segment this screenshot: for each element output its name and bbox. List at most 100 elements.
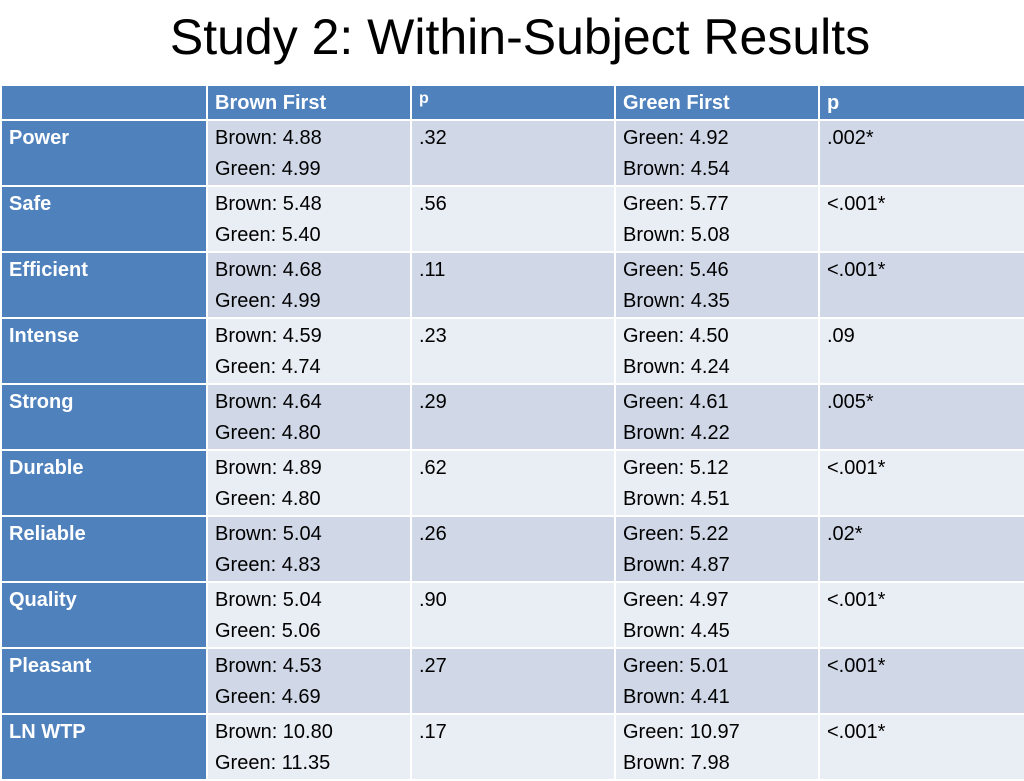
green-first-cell-line: Brown: 4.51 (623, 488, 730, 510)
green-first-cell-line: Green: 4.97 (623, 589, 729, 611)
brown-first-cell: Brown: 10.80 Green: 11.35 (206, 713, 412, 781)
green-first-cell-line: Brown: 4.24 (623, 356, 730, 378)
table-row: Reliable Brown: 5.04 Green: 4.83.26 Green: … (0, 515, 1024, 583)
p-value-brown-first-cell: .56 (410, 185, 616, 253)
brown-first-cell-line: Brown: 4.64 (215, 391, 322, 413)
brown-first-cell: Brown: 4.53 Green: 4.69 (206, 647, 412, 715)
row-label: Efficient (0, 251, 208, 319)
brown-first-cell-line: Green: 4.74 (215, 356, 321, 378)
green-first-cell-line: Green: 5.12 (623, 457, 729, 479)
header-cell-p-brown: p (410, 84, 616, 121)
brown-first-cell: Brown: 5.04 Green: 5.06 (206, 581, 412, 649)
table-row: Intense Brown: 4.59 Green: 4.74.23 Green: 4… (0, 317, 1024, 385)
green-first-cell-line: Brown: 4.22 (623, 422, 730, 444)
brown-first-cell-line: Brown: 5.48 (215, 193, 322, 215)
green-first-cell-line: Green: 10.97 (623, 721, 740, 743)
brown-first-cell: Brown: 4.59 Green: 4.74 (206, 317, 412, 385)
brown-first-cell-line: Brown: 4.68 (215, 259, 322, 281)
header-row: Brown First p Green First p (0, 84, 1024, 121)
brown-first-cell-line: Green: 5.40 (215, 224, 321, 246)
brown-first-cell-line: Green: 4.83 (215, 554, 321, 576)
green-first-cell-line: Brown: 7.98 (623, 752, 730, 774)
row-label: Safe (0, 185, 208, 253)
green-first-cell: Green: 5.12 Brown: 4.51 (614, 449, 820, 517)
row-label: LN WTP (0, 713, 208, 781)
green-first-cell: Green: 4.61 Brown: 4.22 (614, 383, 820, 451)
row-label: Intense (0, 317, 208, 385)
header-cell-p-green: p (818, 84, 1024, 121)
table-body: Power Brown: 4.88 Green: 4.99.32 Green: 4.9… (0, 119, 1024, 781)
green-first-cell-line: Brown: 5.08 (623, 224, 730, 246)
brown-first-cell-line: Brown: 4.59 (215, 325, 322, 347)
green-first-cell: Green: 10.97 Brown: 7.98 (614, 713, 820, 781)
brown-first-cell-line: Brown: 5.04 (215, 523, 322, 545)
p-value-green-first-cell: .002* (818, 119, 1024, 187)
brown-first-cell-line: Brown: 4.88 (215, 127, 322, 149)
brown-first-cell-line: Brown: 5.04 (215, 589, 322, 611)
slide-title: Study 2: Within-Subject Results (169, 9, 871, 65)
p-value-green-first-cell: <.001* (818, 449, 1024, 517)
row-label: Pleasant (0, 647, 208, 715)
p-value-green-first-cell: <.001* (818, 713, 1024, 781)
table-header: Brown First p Green First p (0, 84, 1024, 121)
table-row: Efficient Brown: 4.68 Green: 4.99.11 Green:… (0, 251, 1024, 319)
green-first-cell: Green: 5.46 Brown: 4.35 (614, 251, 820, 319)
green-first-cell: Green: 4.50 Brown: 4.24 (614, 317, 820, 385)
green-first-cell: Green: 4.92 Brown: 4.54 (614, 119, 820, 187)
table-row: LN WTP Brown: 10.80 Green: 11.35.17 Green: … (0, 713, 1024, 781)
p-value-brown-first-cell: .17 (410, 713, 616, 781)
brown-first-cell-line: Green: 4.99 (215, 290, 321, 312)
green-first-cell: Green: 4.97 Brown: 4.45 (614, 581, 820, 649)
table-row: Safe Brown: 5.48 Green: 5.40.56 Green: 5.77… (0, 185, 1024, 253)
table-row: Power Brown: 4.88 Green: 4.99.32 Green: 4.9… (0, 119, 1024, 187)
brown-first-cell-line: Brown: 10.80 (215, 721, 333, 743)
green-first-cell: Green: 5.01 Brown: 4.41 (614, 647, 820, 715)
green-first-cell-line: Green: 5.46 (623, 259, 729, 281)
brown-first-cell: Brown: 5.04 Green: 4.83 (206, 515, 412, 583)
row-label: Strong (0, 383, 208, 451)
p-value-green-first-cell: .005* (818, 383, 1024, 451)
brown-first-cell: Brown: 4.89 Green: 4.80 (206, 449, 412, 517)
header-cell-green-first: Green First (614, 84, 820, 121)
table-row: Pleasant Brown: 4.53 Green: 4.69.27 Green: … (0, 647, 1024, 715)
row-label: Reliable (0, 515, 208, 583)
header-cell-brown-first: Brown First (206, 84, 412, 121)
p-value-brown-first-cell: .62 (410, 449, 616, 517)
brown-first-cell-line: Green: 4.99 (215, 158, 321, 180)
brown-first-cell-line: Brown: 4.89 (215, 457, 322, 479)
p-value-brown-first-cell: .23 (410, 317, 616, 385)
p-value-brown-first-cell: .26 (410, 515, 616, 583)
results-table: Brown First p Green First p Power Brown: … (0, 84, 1024, 781)
green-first-cell-line: Green: 5.01 (623, 655, 729, 677)
green-first-cell-line: Green: 4.61 (623, 391, 729, 413)
green-first-cell-line: Green: 5.22 (623, 523, 729, 545)
brown-first-cell: Brown: 4.88 Green: 4.99 (206, 119, 412, 187)
table-row: Quality Brown: 5.04 Green: 5.06.90 Green: 4… (0, 581, 1024, 649)
header-cell-blank (0, 84, 208, 121)
green-first-cell: Green: 5.22 Brown: 4.87 (614, 515, 820, 583)
green-first-cell-line: Green: 5.77 (623, 193, 729, 215)
green-first-cell-line: Brown: 4.54 (623, 158, 730, 180)
green-first-cell-line: Brown: 4.87 (623, 554, 730, 576)
p-value-green-first-cell: <.001* (818, 647, 1024, 715)
brown-first-cell-line: Green: 4.69 (215, 686, 321, 708)
p-value-brown-first-cell: .29 (410, 383, 616, 451)
brown-first-cell-line: Brown: 4.53 (215, 655, 322, 677)
brown-first-cell: Brown: 5.48 Green: 5.40 (206, 185, 412, 253)
p-value-brown-first-cell: .32 (410, 119, 616, 187)
table-row: Strong Brown: 4.64 Green: 4.80.29 Green: 4.… (0, 383, 1024, 451)
p-value-green-first-cell: .09 (818, 317, 1024, 385)
green-first-cell: Green: 5.77 Brown: 5.08 (614, 185, 820, 253)
p-value-green-first-cell: .02* (818, 515, 1024, 583)
brown-first-cell-line: Green: 4.80 (215, 422, 321, 444)
green-first-cell-line: Brown: 4.35 (623, 290, 730, 312)
green-first-cell-line: Brown: 4.45 (623, 620, 730, 642)
green-first-cell-line: Green: 4.50 (623, 325, 729, 347)
green-first-cell-line: Green: 4.92 (623, 127, 729, 149)
brown-first-cell-line: Green: 4.80 (215, 488, 321, 510)
brown-first-cell: Brown: 4.64 Green: 4.80 (206, 383, 412, 451)
brown-first-cell-line: Green: 5.06 (215, 620, 321, 642)
p-value-green-first-cell: <.001* (818, 185, 1024, 253)
p-value-brown-first-cell: .27 (410, 647, 616, 715)
brown-first-cell-line: Green: 11.35 (215, 752, 331, 774)
